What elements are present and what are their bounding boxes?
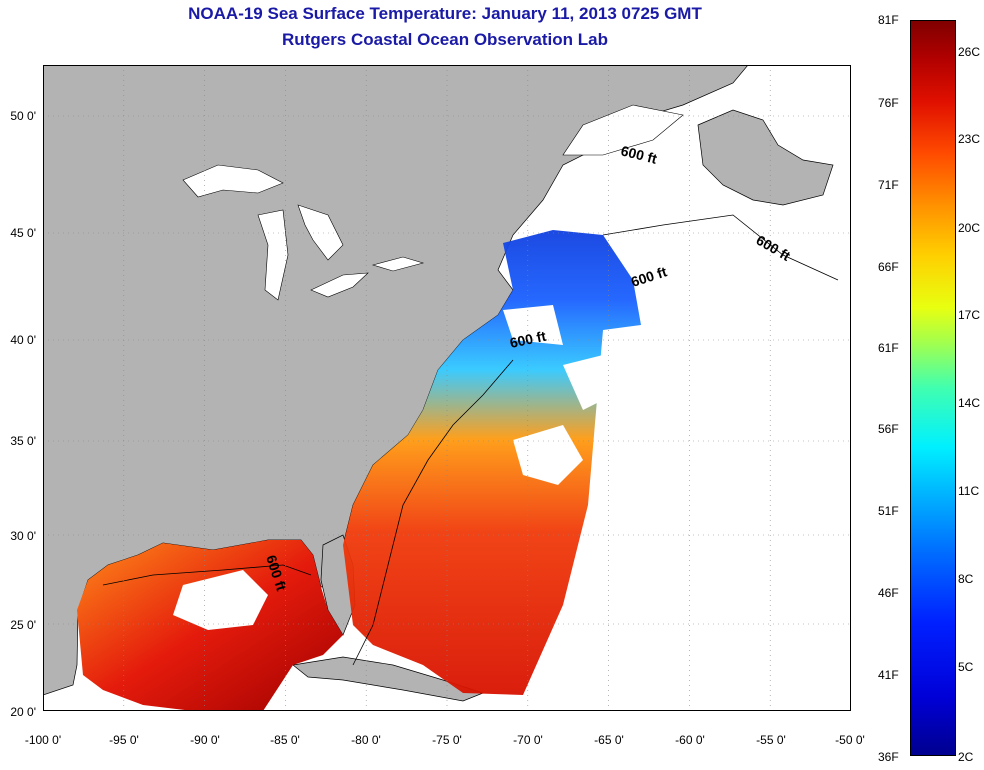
map-subtitle: Rutgers Coastal Ocean Observation Lab [282, 30, 608, 49]
x-tick-label: -75 0' [432, 733, 462, 747]
y-tick-label: 35 0' [10, 434, 36, 448]
colorbar-c-label: 26C [958, 45, 981, 59]
colorbar-f-label: 61F [878, 341, 899, 355]
sst-atlantic-strip [343, 230, 641, 695]
temperature-colorbar [910, 20, 956, 756]
colorbar-c-label: 17C [958, 308, 981, 322]
colorbar-c-label: 20C [958, 221, 981, 235]
colorbar-f-label: 46F [878, 586, 899, 600]
clouds [173, 305, 613, 630]
colorbar-c-label: 8C [958, 572, 974, 586]
y-tick-label: 50 0' [10, 109, 36, 123]
colorbar-f-label: 71F [878, 178, 899, 192]
great-lakes [182, 104, 684, 301]
colorbar-c-label: 23C [958, 132, 981, 146]
x-tick-label: -70 0' [513, 733, 543, 747]
x-tick-label: -100 0' [24, 733, 62, 747]
x-tick-label: -95 0' [109, 733, 139, 747]
colorbar-c-label: 14C [958, 396, 981, 410]
colorbar-f-label: 41F [878, 668, 899, 682]
colorbar-f-label: 66F [878, 260, 899, 274]
land-cuba [292, 656, 485, 702]
x-tick-label: -80 0' [351, 733, 381, 747]
x-tick-label: -50 0' [835, 733, 865, 747]
map-border [43, 65, 851, 711]
colorbar-c-label: 11C [958, 484, 980, 498]
sst-map: 600 ft 600 ft 600 ft 600 ft 600 ft [43, 65, 851, 711]
isobath-600ft [102, 214, 839, 666]
x-tick-label: -85 0' [270, 733, 300, 747]
y-tick-label: 30 0' [10, 529, 36, 543]
colorbar-c-label: 5C [958, 660, 974, 674]
y-tick-label: 25 0' [10, 618, 36, 632]
x-tick-label: -55 0' [756, 733, 786, 747]
colorbar-f-label: 36F [878, 750, 899, 764]
colorbar-c-label: 2C [958, 750, 974, 764]
contour-label: 600 ft [508, 328, 547, 351]
colorbar-f-label: 81F [878, 13, 899, 27]
y-tick-label: 40 0' [10, 333, 36, 347]
colorbar-f-label: 76F [878, 96, 899, 110]
colorbar-f-label: 56F [878, 422, 899, 436]
x-tick-label: -65 0' [594, 733, 624, 747]
land-newfoundland [697, 109, 834, 206]
y-tick-label: 20 0' [10, 705, 36, 719]
y-tick-label: 45 0' [10, 226, 36, 240]
map-title: NOAA-19 Sea Surface Temperature: January… [188, 4, 702, 23]
colorbar-f-label: 51F [878, 504, 899, 518]
x-tick-label: -90 0' [190, 733, 220, 747]
x-tick-label: -60 0' [675, 733, 705, 747]
